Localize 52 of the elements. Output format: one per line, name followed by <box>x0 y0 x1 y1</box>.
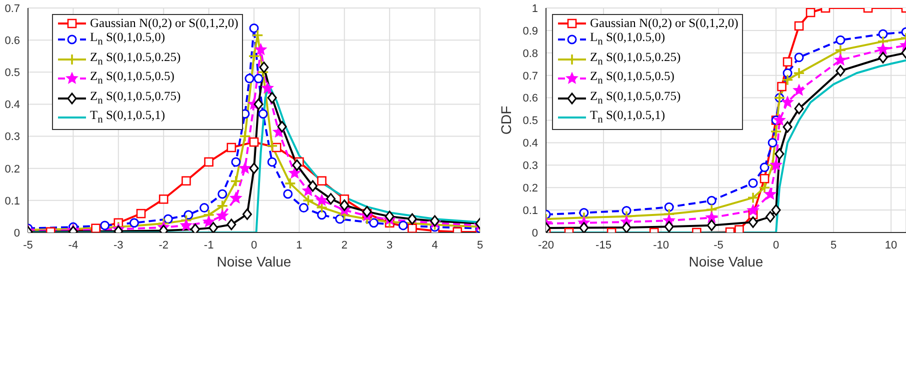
x-tick-label: -4 <box>68 239 78 252</box>
legend-label: Z$_{n}$ S(0,1,0.5,0.5) <box>90 69 174 88</box>
legend-label: L$_{n}$ S(0,1,0.5,0) <box>90 30 165 50</box>
legend-label: Z$_{n}$ S(0,1,0.5,0.25) <box>590 50 681 69</box>
y-tick-label: 0.1 <box>4 195 20 208</box>
x-tick-label: -15 <box>596 239 612 252</box>
y-tick-label: 0.8 <box>522 48 538 60</box>
x-tick-label: 1 <box>296 239 302 252</box>
y-tick-label: 0.1 <box>522 204 538 217</box>
y-tick-label: 0.3 <box>522 160 538 172</box>
legend-label: Z$_{n}$ S(0,1,0.5,0.5) <box>590 69 674 88</box>
y-tick-label: 0.7 <box>4 2 20 15</box>
y-tick-label: 0.2 <box>522 182 538 195</box>
x-axis-title: Noise Value <box>688 254 764 270</box>
y-tick-label: 0 <box>14 227 20 240</box>
legend-label: T$_{n}$ S(0,1,0.5,1) <box>90 108 165 128</box>
legend-label: Gaussian N(0,2) or S(0,1,2,0) <box>90 16 238 30</box>
x-axis-title: Noise Value <box>216 254 292 270</box>
y-tick-label: 0 <box>532 227 538 240</box>
y-tick-label: 0.4 <box>4 99 20 112</box>
y-tick-label: 0.7 <box>522 70 538 82</box>
y-tick-label: 0.5 <box>522 115 538 128</box>
legend-label: T$_{n}$ S(0,1,0.5,1) <box>590 108 665 128</box>
y-tick-label: 0.2 <box>4 163 20 176</box>
x-tick-label: -5 <box>23 239 33 252</box>
x-tick-label: 4 <box>432 239 438 252</box>
x-tick-label: -2 <box>158 239 168 252</box>
y-tick-label: 0.9 <box>522 25 538 38</box>
legend-label: Z$_{n}$ S(0,1,0.5,0.75) <box>590 88 681 108</box>
x-tick-label: 5 <box>476 239 484 252</box>
y-tick-label: 0.5 <box>4 67 20 80</box>
legend-label: Z$_{n}$ S(0,1,0.5,0.25) <box>90 50 181 69</box>
legend-label: L$_{n}$ S(0,1,0.5,0) <box>590 30 665 50</box>
y-tick-label: 0.6 <box>4 34 20 47</box>
y-tick-label: 0.3 <box>4 131 20 144</box>
x-tick-label: -20 <box>538 239 554 252</box>
y-tick-label: 0.4 <box>522 138 538 150</box>
y-axis-title: CDF <box>498 106 514 135</box>
legend-label: Gaussian N(0,2) or S(0,1,2,0) <box>590 16 738 30</box>
x-tick-label: -5 <box>714 239 724 252</box>
x-tick-label: 5 <box>830 239 837 252</box>
x-tick-label: 10 <box>884 239 898 252</box>
x-tick-label: -1 <box>204 239 214 252</box>
legend-label: Z$_{n}$ S(0,1,0.5,0.75) <box>90 88 181 108</box>
x-tick-label: 3 <box>386 239 393 252</box>
y-tick-label: 0.6 <box>522 92 538 105</box>
x-tick-label: -10 <box>653 239 669 252</box>
x-tick-label: 0 <box>250 239 258 252</box>
x-tick-label: 0 <box>772 239 780 252</box>
x-tick-label: 2 <box>341 239 348 252</box>
x-tick-label: -3 <box>114 239 124 252</box>
y-tick-label: 1 <box>532 2 538 15</box>
